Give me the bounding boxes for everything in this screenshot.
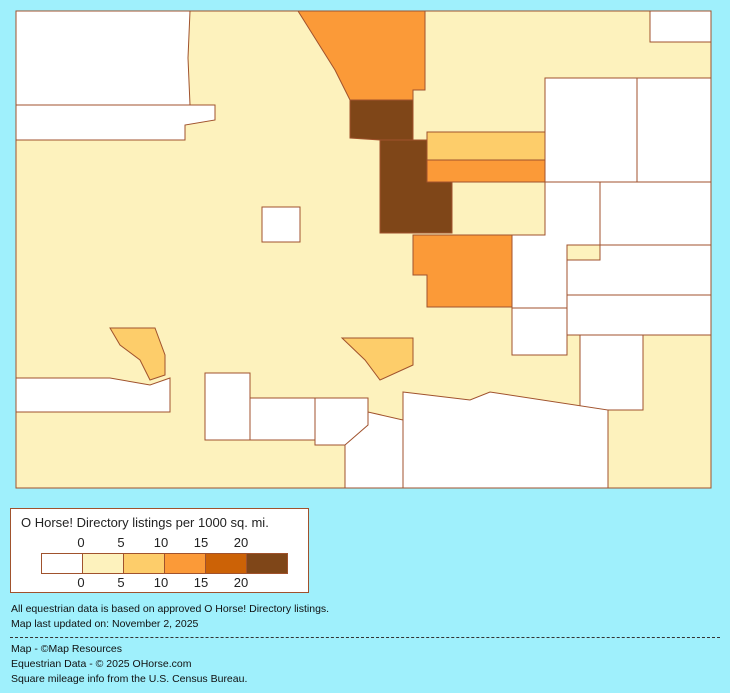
legend-color-bar — [41, 553, 288, 574]
county — [579, 334, 644, 411]
legend-bin — [247, 554, 287, 573]
county — [15, 10, 712, 489]
county — [426, 131, 546, 161]
legend-bin — [83, 554, 124, 573]
legend-bin — [42, 554, 83, 573]
last-updated: Map last updated on: November 2, 2025 — [11, 618, 199, 630]
legend-bin — [124, 554, 165, 573]
legend-ticks-top: 0 5 10 15 20 — [11, 535, 308, 550]
data-credit: Equestrian Data - © 2025 OHorse.com — [11, 658, 192, 670]
colorado-county-map — [15, 10, 712, 489]
tick: 5 — [117, 575, 125, 590]
legend-bin — [206, 554, 247, 573]
county — [15, 10, 191, 106]
county — [544, 77, 638, 183]
tick: 0 — [77, 535, 85, 550]
census-credit: Square mileage info from the U.S. Census… — [11, 673, 248, 685]
map-credit: Map - ©Map Resources — [11, 643, 123, 655]
tick: 10 — [153, 575, 169, 590]
county — [15, 104, 216, 141]
county — [349, 99, 414, 141]
county — [261, 206, 301, 243]
legend-bin — [165, 554, 206, 573]
legend: O Horse! Directory listings per 1000 sq.… — [10, 508, 309, 593]
data-basis-note: All equestrian data is based on approved… — [11, 603, 330, 615]
county — [249, 397, 316, 441]
tick: 20 — [233, 535, 249, 550]
tick: 5 — [117, 535, 125, 550]
county — [412, 234, 513, 308]
legend-title: O Horse! Directory listings per 1000 sq.… — [21, 515, 269, 530]
county — [566, 294, 712, 336]
legend-ticks-bottom: 0 5 10 15 20 — [11, 575, 308, 590]
tick: 15 — [193, 535, 209, 550]
county — [402, 391, 609, 489]
tick: 0 — [77, 575, 85, 590]
tick: 15 — [193, 575, 209, 590]
county — [636, 77, 712, 183]
county — [426, 159, 546, 183]
county — [511, 307, 568, 356]
county — [15, 377, 171, 413]
county — [340, 337, 414, 381]
county — [204, 372, 251, 441]
county — [314, 397, 369, 446]
county — [109, 327, 166, 381]
county — [649, 10, 712, 43]
divider — [10, 637, 720, 638]
tick: 20 — [233, 575, 249, 590]
county — [297, 10, 426, 101]
county — [599, 181, 712, 246]
tick: 10 — [153, 535, 169, 550]
